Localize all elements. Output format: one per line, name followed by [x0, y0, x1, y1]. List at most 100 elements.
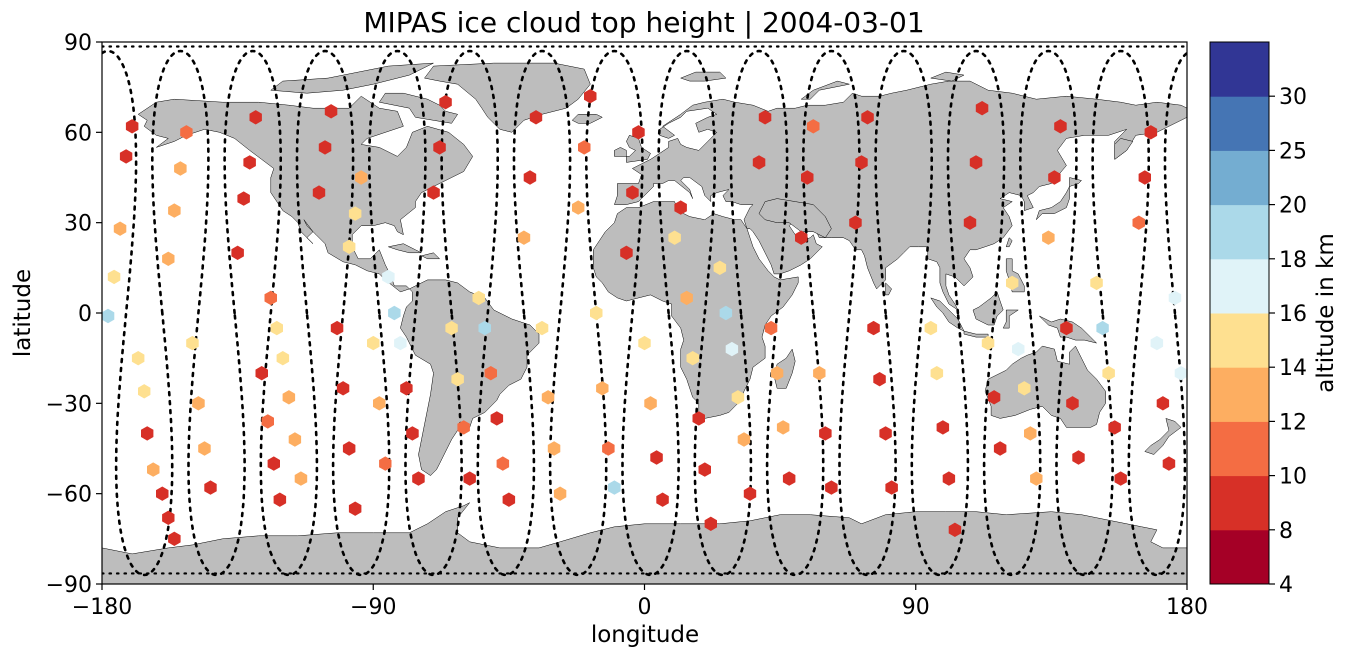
y-tick-label: 90 — [64, 31, 92, 56]
cloud-point-hexagon — [255, 366, 268, 381]
x-tick-label: −180 — [72, 595, 132, 620]
cloud-point-hexagon — [963, 215, 977, 230]
cloud-point-hexagon — [156, 486, 169, 501]
cloud-point-hexagon — [1096, 320, 1109, 336]
orbit-track — [657, 49, 753, 577]
x-tick-label: 0 — [638, 595, 652, 620]
cloud-point-hexagon — [131, 351, 145, 366]
cloud-point-hexagon — [147, 462, 160, 477]
cloud-point-hexagon — [1012, 341, 1025, 357]
cloud-point-hexagon — [535, 320, 549, 336]
cloud-point-hexagon — [162, 251, 175, 266]
cloud-point-hexagon — [1090, 275, 1103, 291]
cloud-point-hexagon — [113, 221, 127, 236]
cloud-point-hexagon — [981, 335, 995, 351]
cloud-point-hexagon — [620, 245, 633, 260]
orbit-track — [1018, 49, 1114, 577]
cloud-point-hexagon — [731, 390, 745, 405]
cloud-point-hexagon — [770, 366, 784, 381]
land-cuba — [388, 243, 422, 254]
x-axis: −180 −90 0 90 180 — [72, 584, 1208, 620]
cloud-point-hexagon — [174, 161, 187, 176]
land-new-zealand — [1144, 418, 1182, 455]
cloud-point-hexagon — [382, 269, 395, 285]
cloud-point-hexagon — [936, 420, 950, 435]
cloud-point-hexagon — [590, 305, 603, 321]
cloud-point-hexagon — [1132, 215, 1145, 230]
colorbar-tick-label: 12 — [1279, 410, 1307, 435]
cloud-point-hexagon — [801, 170, 814, 185]
cloud-point-hexagon — [948, 522, 962, 537]
cloud-point-hexagon — [1006, 275, 1019, 291]
cloud-point-hexagon — [547, 441, 561, 456]
cloud-point-hexagon — [885, 480, 898, 495]
cloud-point-hexagon — [1024, 426, 1037, 441]
cloud-point-hexagon — [1042, 230, 1055, 245]
cloud-point-hexagon — [264, 290, 277, 306]
cloud-point-hexagon — [572, 200, 585, 215]
cloud-point-hexagon — [807, 119, 820, 134]
cloud-point-hexagon — [484, 366, 497, 381]
cloud-point-hexagon — [412, 471, 425, 486]
cloud-point-hexagon — [698, 462, 711, 477]
cloud-point-hexagon — [1138, 170, 1151, 185]
cloud-point-hexagon — [523, 170, 537, 185]
cloud-point-hexagon — [692, 411, 705, 426]
y-tick-label: 60 — [64, 121, 92, 146]
land-sumatra — [930, 297, 965, 332]
orbit-track — [295, 49, 391, 577]
cloud-point-hexagon — [584, 89, 597, 104]
cloud-point-hexagon — [180, 125, 193, 140]
colorbar-segment — [1210, 529, 1269, 585]
cloud-point-hexagon — [102, 308, 115, 324]
land-novaya-zemlya — [800, 80, 850, 100]
x-tick-label: 90 — [902, 595, 930, 620]
land-sulawesi — [1002, 309, 1019, 329]
y-axis: 90 60 30 0 −30 −60 −90 — [46, 31, 102, 598]
cloud-point-hexagon — [795, 230, 808, 245]
cloud-point-hexagon — [861, 110, 874, 125]
y-tick-label: −60 — [46, 483, 92, 508]
cloud-point-hexagon — [379, 456, 392, 471]
cloud-point-hexagon — [1156, 396, 1170, 411]
cloud-point-hexagon — [638, 335, 651, 351]
cloud-point-hexagon — [186, 335, 199, 351]
cloud-point-hexagon — [282, 390, 296, 405]
cloud-point-hexagon — [602, 441, 615, 456]
land-japan — [1036, 177, 1082, 220]
cloud-point-hexagon — [529, 110, 543, 125]
cloud-point-hexagon — [930, 366, 944, 381]
chart-title: MIPAS ice cloud top height | 2004-03-01 — [363, 6, 924, 39]
cloud-point-hexagon — [680, 290, 693, 306]
land-kamchatka-fill — [1114, 138, 1134, 160]
cloud-point-hexagon — [394, 335, 407, 351]
cloud-point-hexagon — [107, 269, 121, 285]
cloud-point-hexagon — [138, 384, 151, 399]
cloud-point-hexagon — [656, 492, 669, 507]
cloud-point-hexagon — [813, 366, 826, 381]
cloud-point-hexagon — [704, 516, 717, 531]
cloud-point-hexagon — [472, 290, 485, 306]
cloud-point-hexagon — [502, 492, 516, 507]
cloud-point-hexagon — [855, 155, 868, 170]
cloud-point-hexagon — [553, 486, 567, 501]
land-masses — [102, 62, 1187, 584]
cloud-point-hexagon — [348, 206, 362, 221]
cloud-point-hexagon — [541, 390, 555, 405]
cloud-point-hexagon — [342, 239, 356, 254]
cloud-point-hexagon — [713, 260, 727, 275]
cloud-point-hexagon — [752, 155, 766, 170]
cloud-point-hexagon — [367, 335, 380, 351]
cloud-point-hexagon — [324, 104, 338, 119]
colorbar-segment — [1210, 313, 1269, 368]
cloud-point-hexagon — [288, 432, 302, 447]
orbit-track — [367, 49, 463, 577]
colorbar-segment — [1210, 204, 1269, 260]
cloud-point-hexagon — [192, 396, 205, 411]
cloud-point-hexagon — [433, 140, 446, 155]
x-tick-label: −90 — [350, 595, 396, 620]
land-taiwan-hainan — [1005, 237, 1013, 248]
cloud-point-hexagon — [348, 501, 362, 516]
x-tick-label: 180 — [1166, 595, 1208, 620]
